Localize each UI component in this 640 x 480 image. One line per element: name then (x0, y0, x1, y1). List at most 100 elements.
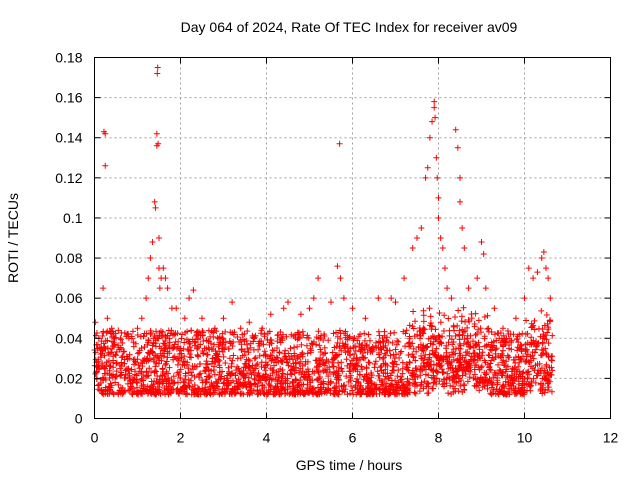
chart-title: Day 064 of 2024, Rate Of TEC Index for r… (181, 19, 518, 35)
data-point (211, 363, 218, 370)
data-point (457, 352, 464, 359)
data-point (203, 373, 210, 380)
data-point (527, 353, 534, 360)
data-point (168, 327, 175, 334)
data-point (188, 327, 195, 334)
data-point (342, 328, 349, 335)
data-point (115, 327, 122, 334)
data-point (298, 341, 305, 348)
data-point (439, 245, 446, 252)
data-point (157, 391, 164, 398)
data-point (328, 299, 334, 306)
data-point (107, 328, 114, 335)
data-point (134, 380, 141, 387)
data-point (415, 343, 422, 350)
data-point (99, 333, 106, 340)
data-point (240, 372, 247, 379)
data-point (496, 366, 503, 373)
data-point (188, 372, 195, 379)
data-point (433, 368, 440, 375)
data-point (503, 335, 510, 342)
data-point (386, 374, 393, 381)
data-point (261, 348, 268, 355)
data-point (274, 344, 281, 351)
data-point (146, 365, 153, 372)
data-point (117, 372, 124, 379)
data-point (445, 339, 452, 346)
data-point (266, 355, 273, 362)
data-point (436, 310, 443, 317)
data-point (246, 363, 253, 370)
data-point (329, 363, 336, 370)
data-point (329, 359, 336, 366)
data-point (294, 343, 301, 350)
data-point (481, 313, 488, 320)
data-point (201, 384, 208, 391)
x-tick-label: 2 (177, 430, 185, 446)
data-point (113, 373, 120, 380)
data-point (427, 313, 434, 320)
data-point (447, 362, 454, 369)
data-point (195, 391, 202, 398)
data-point (199, 350, 206, 357)
data-point (134, 325, 141, 332)
data-point (336, 343, 343, 350)
data-point (438, 340, 445, 347)
data-point (319, 356, 326, 363)
data-point (191, 389, 198, 396)
data-point (458, 364, 465, 371)
data-point (353, 391, 360, 398)
y-axis-label: ROTI / TECUs (5, 193, 21, 283)
data-point (420, 330, 427, 337)
data-point (384, 334, 391, 341)
data-point (436, 362, 443, 369)
data-point (545, 380, 552, 387)
data-point (156, 357, 163, 364)
data-point (145, 372, 152, 379)
data-point (437, 235, 444, 241)
data-point (424, 379, 431, 386)
data-point (379, 378, 386, 385)
data-point (115, 342, 122, 349)
data-point (310, 295, 317, 302)
data-point (343, 356, 350, 363)
data-point (360, 350, 367, 357)
data-point (322, 360, 329, 367)
data-point (406, 333, 413, 340)
data-point (262, 359, 269, 366)
data-point (143, 368, 150, 375)
data-point (485, 351, 492, 358)
data-point (478, 363, 485, 370)
data-point (220, 315, 227, 322)
data-point (159, 333, 166, 340)
y-tick-label: 0.06 (55, 290, 82, 306)
data-point (481, 357, 488, 364)
x-tick-label: 6 (349, 430, 357, 446)
data-point (412, 379, 419, 386)
data-point (113, 368, 120, 375)
data-point (520, 389, 527, 396)
data-point (448, 390, 455, 397)
data-point (399, 365, 406, 372)
data-point (497, 367, 504, 374)
data-point (418, 379, 425, 386)
data-point (227, 372, 234, 379)
data-point (345, 334, 352, 341)
data-point (368, 370, 375, 377)
data-point (394, 373, 401, 380)
data-point (446, 327, 453, 334)
data-point (388, 369, 395, 376)
data-point (416, 388, 423, 395)
data-point (359, 341, 366, 348)
data-point (465, 285, 472, 292)
data-point (530, 275, 537, 282)
data-point (366, 337, 373, 344)
axis-ticks (94, 57, 611, 419)
data-point (442, 345, 449, 352)
data-point (445, 315, 452, 322)
data-point (491, 305, 498, 312)
data-point (100, 285, 107, 292)
data-point (112, 379, 119, 386)
y-tick-label: 0 (75, 411, 83, 427)
data-point (304, 358, 311, 365)
